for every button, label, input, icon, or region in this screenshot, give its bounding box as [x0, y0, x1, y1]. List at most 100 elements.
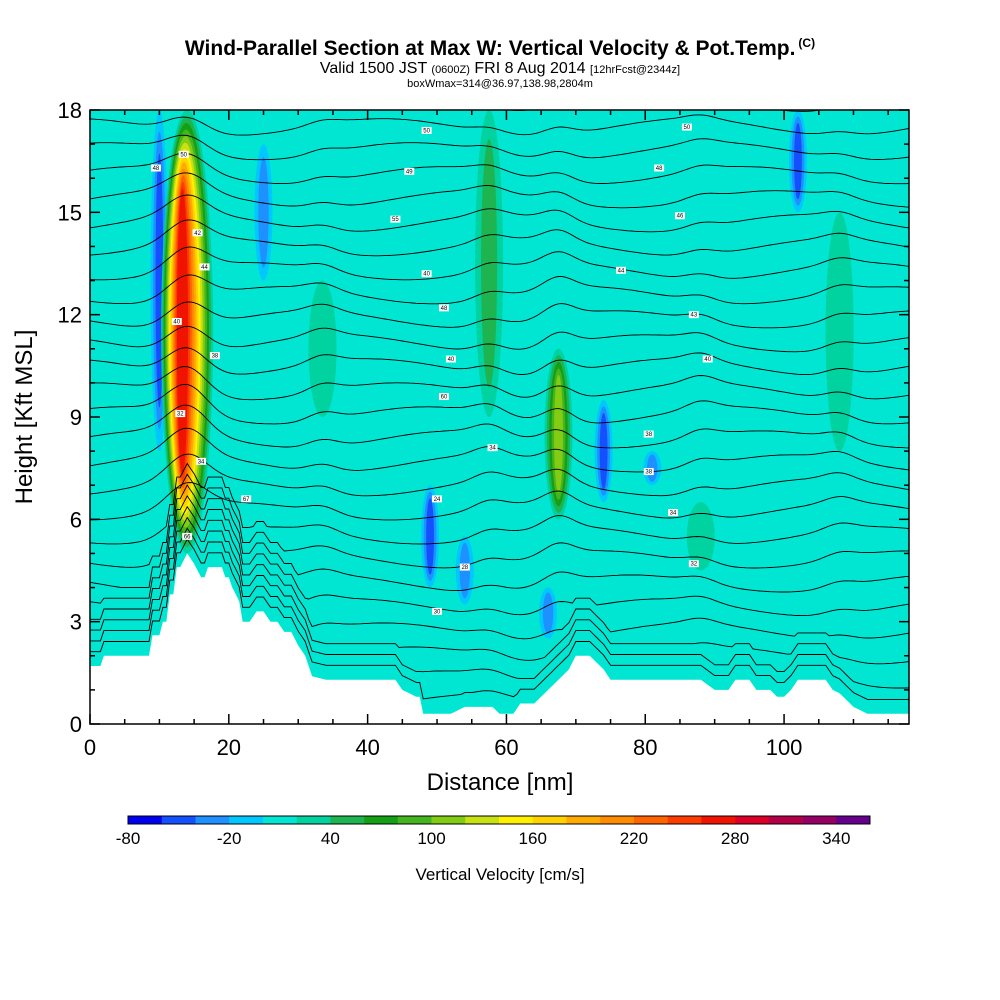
y-axis-label: Height [Kft MSL]: [11, 330, 38, 505]
contour-label-bg: [178, 150, 189, 158]
colorbar-swatch: [532, 816, 567, 824]
contour-label: 60: [441, 395, 448, 401]
isentrope-line: [90, 516, 909, 665]
isentrope-line: [90, 347, 909, 376]
isentrope-line: [90, 246, 909, 281]
contour-label-bg: [421, 126, 432, 134]
x-tick-label: 100: [766, 735, 803, 760]
contour-label-bg: [432, 607, 443, 615]
isentrope-line: [90, 219, 909, 257]
velocity-field: [150, 110, 854, 639]
contour-label-bg: [196, 457, 207, 465]
x-tick-label: 80: [633, 735, 657, 760]
contour-label: 67: [243, 497, 250, 503]
contour-label-bg: [681, 123, 692, 131]
x-tick-label: 40: [355, 735, 379, 760]
colorbar-swatch: [364, 816, 399, 824]
contour-label: 48: [656, 166, 663, 172]
downdraft-7-level-2: [794, 123, 802, 200]
valid-prefix: Valid 1500 JST: [319, 60, 427, 77]
colorbar-swatch: [128, 816, 163, 824]
isentrope-line: [90, 152, 909, 185]
isentrope-line: [90, 505, 909, 640]
contour-label: 32: [690, 562, 697, 568]
downdraft-1-level-1: [258, 157, 269, 268]
contour-label-bg: [199, 263, 210, 271]
colorbar-tick-label: 340: [822, 829, 850, 848]
colorbar-swatch: [431, 816, 466, 824]
axes: 0 20 40 60 80 100 0 3 6 9 12 15 18: [58, 98, 909, 760]
colorbar-swatch: [566, 816, 601, 824]
colorbar-swatch: [195, 816, 230, 824]
colorbar-frame: [127, 815, 871, 825]
isentrope-labels: 48 50 42 44 40 38 32 34 67 66 50 49 55 40 48 40 60 34 24 28…: [150, 123, 713, 615]
isentrope-line: [90, 325, 909, 353]
box-info: boxWmax=314@36.97,138.98,2804m: [407, 78, 593, 90]
contour-label-bg: [150, 164, 161, 172]
isentrope-line: [90, 114, 909, 136]
contour-label: 50: [423, 128, 430, 134]
valid-utc: (0600Z): [431, 64, 470, 76]
terrain: [90, 553, 909, 724]
copyright-mark: (C): [798, 36, 816, 50]
x-axis-label: Distance [nm]: [427, 769, 574, 796]
colorbar-swatch: [633, 816, 668, 824]
isentrope-line: [90, 495, 909, 617]
contour-label-bg: [668, 509, 679, 517]
y-tick-label: 18: [58, 98, 82, 123]
contour-label: 42: [194, 231, 201, 237]
contour-label-bg: [445, 355, 456, 363]
contour-label-bg: [171, 317, 182, 325]
forecast-info: [12hrFcst@2344z]: [590, 64, 681, 76]
contour-label-bg: [643, 430, 654, 438]
colorbar-tick-label: 40: [321, 829, 340, 848]
contour-label-bg: [438, 304, 449, 312]
isentrope-line: [90, 462, 909, 545]
updraft-1-level-1: [481, 139, 498, 388]
colorbar-tick-label: -20: [217, 829, 242, 848]
downdraft-2-level-2: [426, 498, 434, 575]
contour-label: 50: [180, 152, 187, 158]
isentrope-line: [90, 301, 909, 329]
title-text: Wind-Parallel Section at Max W: Vertical…: [184, 37, 796, 60]
contour-label-bg: [390, 215, 401, 223]
contour-label: 46: [677, 214, 684, 220]
y-tick-label: 9: [70, 405, 82, 430]
y-tick-label: 15: [58, 200, 82, 225]
downdraft-6-level-1: [542, 592, 554, 634]
isentrope-line: [90, 473, 909, 569]
colorbar-swatch: [802, 816, 837, 824]
downdraft-3-level-2: [599, 412, 608, 490]
y-tick-label: 0: [70, 712, 82, 737]
contour-label: 40: [423, 272, 430, 278]
contour-label: 34: [670, 511, 677, 517]
contour-label-bg: [459, 563, 470, 571]
contour-label: 28: [461, 565, 468, 571]
contour-label-bg: [643, 468, 654, 476]
contour-label: 34: [198, 459, 205, 465]
contour-label-bg: [615, 266, 626, 274]
contour-label: 38: [645, 432, 652, 438]
contour-label-bg: [182, 532, 193, 540]
contour-label: 50: [684, 125, 691, 131]
contour-label: 24: [434, 497, 441, 503]
colorbar-tick-label: 160: [519, 829, 547, 848]
contour-label-bg: [432, 495, 443, 503]
colorbar-swatch: [397, 816, 432, 824]
contour-label: 32: [177, 412, 184, 418]
isentrope-line: [90, 527, 909, 689]
contour-label: 49: [406, 169, 413, 175]
contour-label: 66: [184, 534, 191, 540]
colorbar-swatch: [330, 816, 365, 824]
colorbar-swatch: [229, 816, 264, 824]
contour-label: 38: [212, 354, 219, 360]
contour-label: 40: [173, 319, 180, 325]
isentrope-line: [90, 172, 909, 209]
updraft-5-level-0: [825, 212, 854, 452]
colorbar: -80 -20 40 100 160 220 280 340: [116, 815, 871, 848]
contour-label: 48: [441, 306, 448, 312]
contour-label-bg: [688, 311, 699, 319]
contour-label: 40: [704, 357, 711, 363]
chart-title: Wind-Parallel Section at Max W: Vertical…: [0, 36, 1000, 61]
